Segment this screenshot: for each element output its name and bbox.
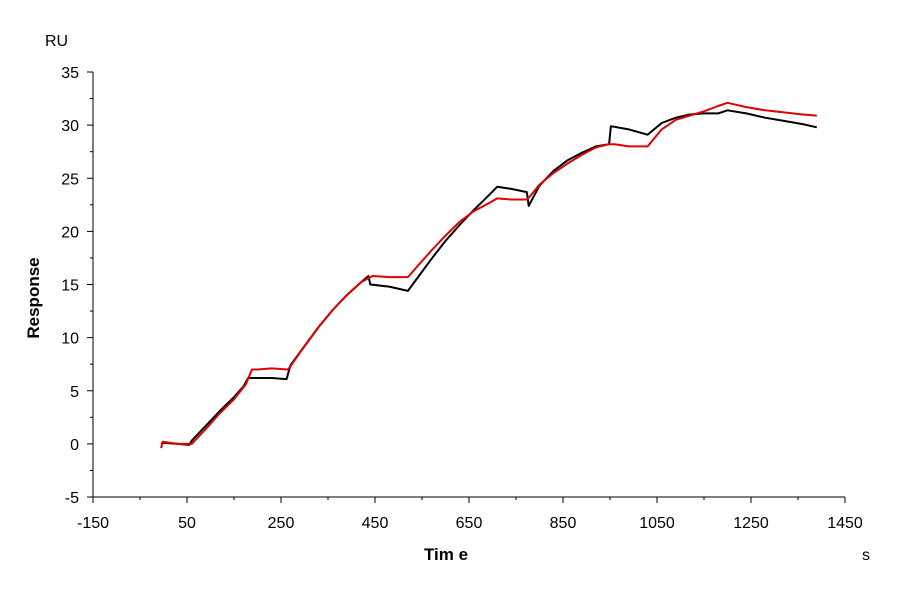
series-layer <box>160 101 818 449</box>
x-tick-label: 850 <box>550 515 577 532</box>
y-tick-label: 35 <box>61 65 79 82</box>
y-tick-label: 30 <box>61 118 79 135</box>
y-tick-label: 20 <box>61 224 79 241</box>
x-unit-label: s <box>862 547 870 564</box>
x-tick-label: 450 <box>362 515 389 532</box>
x-tick-label: 1250 <box>733 515 769 532</box>
x-tick-label: 250 <box>268 515 295 532</box>
x-tick-label: 1050 <box>639 515 675 532</box>
x-tick-label: -150 <box>77 515 109 532</box>
y-tick-label: 25 <box>61 171 79 188</box>
x-tick-label: 1450 <box>827 515 863 532</box>
y-tick-label: 0 <box>70 437 79 454</box>
axes: -5 0 5 10 15 20 25 30 35 -150 50 250 450 650 850 1050 12… <box>61 65 863 532</box>
series-line-2 <box>160 101 817 449</box>
y-tick-label: -5 <box>65 490 79 507</box>
x-tick-label: 50 <box>178 515 196 532</box>
y-unit-label: RU <box>45 33 68 50</box>
x-tick-label: 650 <box>456 515 483 532</box>
y-tick-label: 5 <box>70 384 79 401</box>
x-axis-title: Tim e <box>424 545 468 564</box>
y-tick-label: 15 <box>61 278 79 295</box>
series-line-1 <box>160 109 818 446</box>
y-axis-title: Response <box>24 257 43 338</box>
y-tick-label: 10 <box>61 331 79 348</box>
